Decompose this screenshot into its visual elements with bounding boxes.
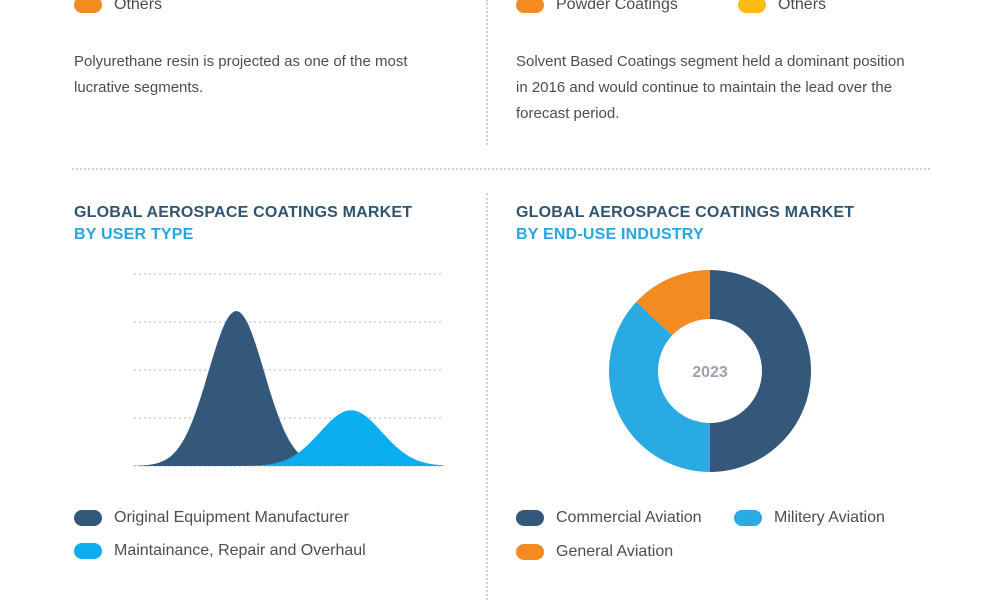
legend-label: Others	[114, 0, 163, 13]
legend-label: Others	[778, 0, 827, 13]
donut-slice-militery-aviation	[608, 301, 710, 472]
legend-label: Maintainance, Repair and Overhaul	[114, 542, 366, 559]
vertical-divider-bottom	[486, 193, 488, 600]
pill-icon	[74, 510, 102, 526]
legend-item-general-aviation: General Aviation	[516, 543, 673, 561]
pill-icon	[734, 510, 762, 526]
legend-item-powder-coatings: Powder Coatings	[516, 0, 678, 14]
pill-icon	[74, 543, 102, 559]
resin-note: Polyurethane resin is projected as one o…	[74, 53, 408, 96]
legend-label: Powder Coatings	[556, 0, 678, 13]
pill-icon	[516, 510, 544, 526]
pill-icon	[738, 0, 766, 13]
area-series-maintainance-repair-and-overhaul	[134, 410, 444, 466]
legend-label: Militery Aviation	[774, 509, 885, 526]
area-series-original-equipment-manufacturer	[134, 311, 444, 466]
pill-icon	[516, 544, 544, 560]
pill-icon	[516, 0, 544, 13]
donut-hole	[658, 319, 762, 423]
pill-icon	[74, 0, 102, 13]
end-use-heading: GLOBAL AEROSPACE COATINGS MARKET BY END-…	[516, 202, 854, 246]
donut-center-label: 2023	[692, 364, 728, 381]
legend-item-others-right: Others	[738, 0, 826, 14]
legend-label: Original Equipment Manufacturer	[114, 509, 349, 526]
heading-line2: BY USER TYPE	[74, 226, 194, 243]
legend-item-mro: Maintainance, Repair and Overhaul	[74, 542, 366, 560]
heading-line2: BY END-USE INDUSTRY	[516, 226, 704, 243]
legend-item-oem: Original Equipment Manufacturer	[74, 509, 349, 527]
heading-line1: GLOBAL AEROSPACE COATINGS MARKET	[74, 204, 413, 221]
legend-item-commercial-aviation: Commercial Aviation	[516, 509, 702, 527]
legend-label: Commercial Aviation	[556, 509, 702, 526]
vertical-divider-top	[486, 0, 488, 145]
legend-label: General Aviation	[556, 543, 674, 560]
horizontal-divider	[72, 168, 930, 170]
technology-note: Solvent Based Coatings segment held a do…	[516, 53, 905, 122]
legend-item-military-aviation: Militery Aviation	[734, 509, 885, 527]
user-type-heading: GLOBAL AEROSPACE COATINGS MARKET BY USER…	[74, 202, 412, 246]
heading-line1: GLOBAL AEROSPACE COATINGS MARKET	[516, 204, 855, 221]
legend-item-others-left: Others	[74, 0, 162, 14]
chart-series	[134, 311, 444, 466]
